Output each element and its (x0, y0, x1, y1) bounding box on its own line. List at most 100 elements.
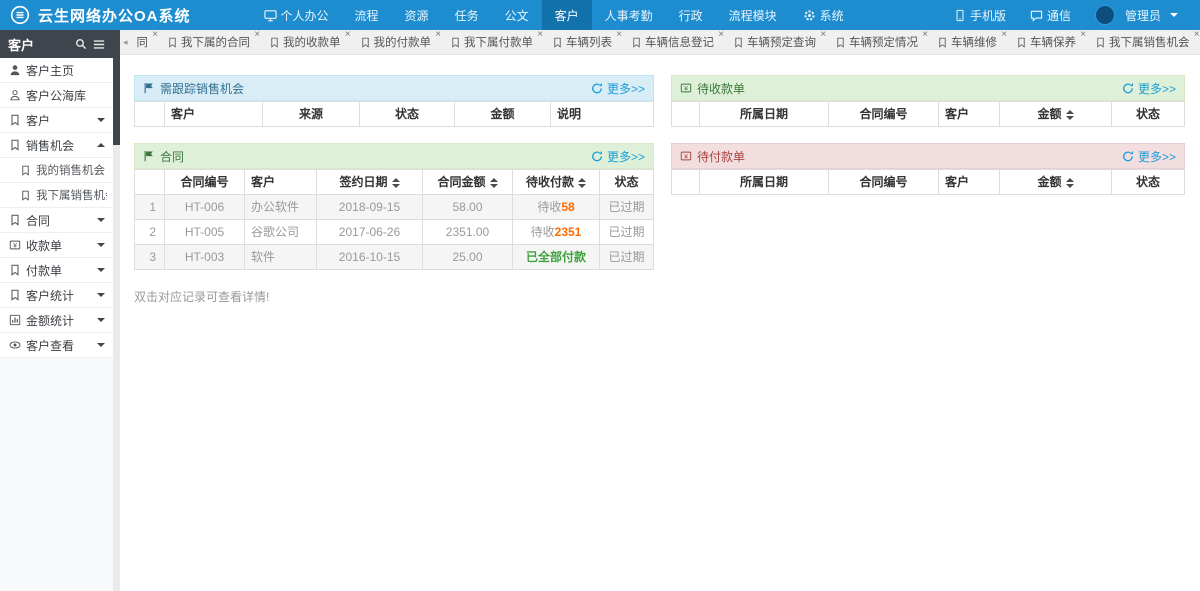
col-customer: 客户 (938, 169, 1000, 195)
svg-text:¥: ¥ (684, 153, 688, 160)
tab-contract-truncated[interactable]: 同 × (131, 30, 162, 54)
sidebar-item-amount-stats[interactable]: 金额统计 (0, 308, 113, 333)
paid-label: 已全部付款 (525, 250, 586, 264)
close-icon[interactable]: × (1193, 30, 1200, 40)
panel-title-wrap: ¥ 待收款单 (680, 80, 1122, 97)
caret-down-icon (97, 293, 105, 297)
sidebar-item-customer-view[interactable]: 客户查看 (0, 333, 113, 358)
bookmark-icon (20, 190, 31, 201)
close-icon[interactable]: × (616, 30, 623, 40)
panel-heading: 需跟踪销售机会 更多>> (134, 75, 654, 101)
bookmark-icon (631, 37, 642, 48)
col-label: 待收付款 (525, 175, 574, 189)
opportunities-table: 客户 来源 状态 金额 说明 (134, 101, 654, 127)
nav-mobile-version[interactable]: 手机版 (942, 7, 1018, 24)
tab-my-payments[interactable]: 我的付款单 × (354, 30, 445, 54)
sidebar-item-my-sales-opportunity[interactable]: 我的销售机会 (0, 158, 113, 183)
sidebar-item-label: 客户统计 (26, 288, 75, 303)
more-link[interactable]: 更多>> (1122, 80, 1176, 97)
tab-subordinate-payments[interactable]: 我下属付款单 × (444, 30, 546, 54)
close-icon[interactable]: × (435, 30, 442, 40)
nav-personal-office[interactable]: 个人办公 (251, 0, 342, 30)
nav-process-module[interactable]: 流程模块 (716, 0, 790, 30)
col-label: 金额 (1037, 175, 1062, 189)
col-pending-payment[interactable]: 待收付款 (512, 169, 600, 195)
col-contract-code: 合同编号 (828, 101, 939, 127)
nav-communication[interactable]: 通信 (1018, 7, 1083, 24)
status-badge: 已过期 (599, 244, 654, 270)
nav-hr-attendance[interactable]: 人事考勤 (592, 0, 666, 30)
nav-customer[interactable]: 客户 (541, 0, 592, 30)
tab-vehicle-booking-status[interactable]: 车辆预定情况 × (829, 30, 931, 54)
nav-label: 通信 (1046, 8, 1071, 23)
contract-code: HT-005 (164, 219, 245, 245)
flag-icon (143, 82, 155, 94)
caret-down-icon (97, 218, 105, 222)
sidebar-item-label: 我的销售机会 (36, 165, 105, 177)
contract-row[interactable]: 1 HT-006 办公软件 2018-09-15 58.00 待收58 已过期 (134, 194, 654, 220)
tab-vehicle-maintenance[interactable]: 车辆保养 × (1010, 30, 1089, 54)
contract-row[interactable]: 2 HT-005 谷歌公司 2017-06-26 2351.00 待收2351 … (134, 219, 654, 245)
close-icon[interactable]: × (152, 30, 159, 40)
pending-payment: 已全部付款 (512, 244, 600, 270)
close-icon[interactable]: × (1001, 30, 1008, 40)
more-link[interactable]: 更多>> (591, 148, 645, 165)
nav-process[interactable]: 流程 (342, 0, 392, 30)
sidebar-item-subordinate-sales-opportunity[interactable]: 我下属销售机会 (0, 183, 113, 208)
dashboard: 需跟踪销售机会 更多>> 客户 来源 状态 (120, 55, 1200, 591)
close-icon[interactable]: × (718, 30, 725, 40)
sidebar-item-customer[interactable]: 客户 (0, 108, 113, 133)
sidebar-item-label: 客户主页 (26, 63, 75, 78)
tab-vehicle-info-register[interactable]: 车辆信息登记 × (625, 30, 727, 54)
nav-system[interactable]: 系统 (790, 0, 857, 30)
col-contract-amount[interactable]: 合同金额 (422, 169, 513, 195)
sidebar-item-customer-stats[interactable]: 客户统计 (0, 283, 113, 308)
col-sign-date[interactable]: 签约日期 (316, 169, 423, 195)
close-icon[interactable]: × (922, 30, 929, 40)
close-icon[interactable]: × (344, 30, 351, 40)
sidebar-item-sales-opportunity[interactable]: 销售机会 (0, 133, 113, 158)
tab-subordinate-contracts[interactable]: 我下属的合同 × (161, 30, 263, 54)
tab-vehicle-repair[interactable]: 车辆维修 × (931, 30, 1010, 54)
close-icon[interactable]: × (1080, 30, 1087, 40)
close-icon[interactable]: × (537, 30, 544, 40)
col-amount[interactable]: 金额 (999, 169, 1112, 195)
sort-icon (578, 177, 586, 188)
more-link[interactable]: 更多>> (1122, 148, 1176, 165)
sidebar-scrollbar[interactable] (113, 30, 120, 591)
panel-opportunities: 需跟踪销售机会 更多>> 客户 来源 状态 (134, 75, 654, 127)
scrollbar-thumb[interactable] (113, 30, 120, 145)
sidebar-title: 客户 (8, 37, 35, 53)
panel-contracts: 合同 更多>> 合同编号 客户 签约日期 (134, 143, 654, 270)
sidebar-item-customer-pool[interactable]: 客户公海库 (0, 83, 113, 108)
tab-subordinate-sales-opportunity[interactable]: 我下属销售机会 × (1089, 30, 1200, 54)
nav-task[interactable]: 任务 (442, 0, 492, 30)
nav-resource[interactable]: 资源 (392, 0, 442, 30)
chat-icon (1030, 9, 1043, 22)
col-contract-code: 合同编号 (828, 169, 939, 195)
svg-text:¥: ¥ (684, 85, 688, 92)
brand[interactable]: 云生网络办公OA系统 (10, 5, 191, 26)
caret-down-icon (97, 318, 105, 322)
contract-row[interactable]: 3 HT-003 软件 2016-10-15 25.00 已全部付款 已过期 (134, 244, 654, 270)
tab-vehicle-list[interactable]: 车辆列表 × (546, 30, 625, 54)
sidebar-item-contract[interactable]: 合同 (0, 208, 113, 233)
sidebar-item-payment[interactable]: 付款单 (0, 258, 113, 283)
tab-vehicle-booking-query[interactable]: 车辆预定查询 × (727, 30, 829, 54)
search-icon[interactable] (75, 38, 87, 50)
col-amount[interactable]: 金额 (999, 101, 1112, 127)
menu-icon[interactable] (93, 39, 105, 50)
nav-administration[interactable]: 行政 (666, 0, 716, 30)
tab-scroll-left-icon[interactable]: ◂ (123, 36, 128, 47)
col-amount: 金额 (454, 101, 551, 127)
user-menu[interactable]: 管理员 (1083, 5, 1190, 25)
close-icon[interactable]: × (820, 30, 827, 40)
sidebar-item-receipt[interactable]: ¥ 收款单 (0, 233, 113, 258)
close-icon[interactable]: × (254, 30, 261, 40)
nav-document[interactable]: 公文 (492, 0, 542, 30)
tab-label: 车辆保养 (1030, 37, 1077, 49)
more-link[interactable]: 更多>> (591, 80, 645, 97)
caret-down-icon (97, 243, 105, 247)
sidebar-item-customer-home[interactable]: 客户主页 (0, 58, 113, 83)
tab-my-receipts[interactable]: 我的收款单 × (263, 30, 354, 54)
